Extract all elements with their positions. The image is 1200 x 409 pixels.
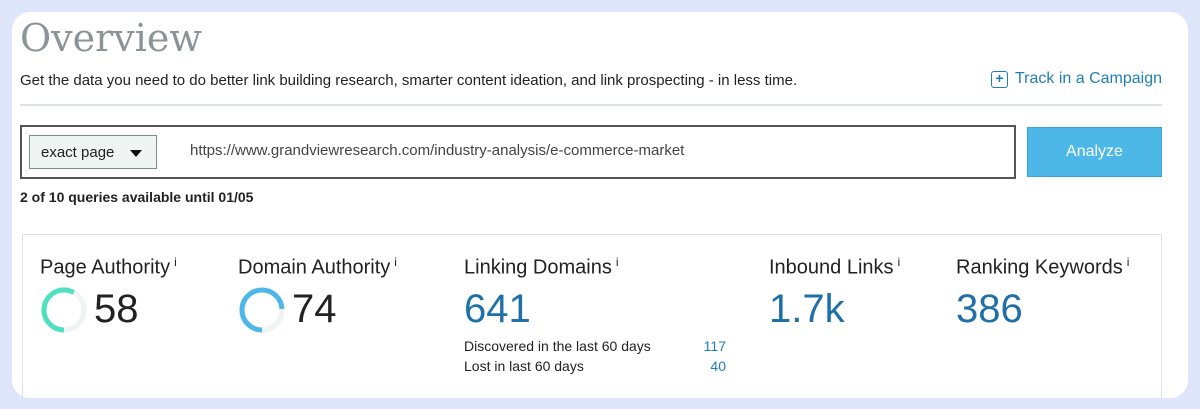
plus-icon: + bbox=[990, 70, 1008, 88]
discovered-row: Discovered in the last 60 days 117 bbox=[464, 338, 726, 354]
domain-authority-ring bbox=[239, 287, 285, 333]
stat-inbound-links: Inbound Links i 1.7k bbox=[769, 255, 900, 334]
discovered-label: Discovered in the last 60 days bbox=[464, 337, 651, 354]
info-icon[interactable]: i bbox=[1126, 255, 1130, 269]
stat-label: Ranking Keywords bbox=[956, 256, 1123, 279]
track-label: Track in a Campaign bbox=[1014, 70, 1162, 87]
stat-value: 74 bbox=[292, 287, 337, 332]
stat-linking-domains: Linking Domains i 641 Discovered in the l… bbox=[464, 255, 726, 374]
queries-remaining: 2 of 10 queries available until 01/05 bbox=[20, 189, 254, 205]
page-title: Overview bbox=[20, 16, 202, 60]
stat-domain-authority: Domain Authority i 74 bbox=[238, 255, 397, 334]
stat-value: 641 bbox=[464, 287, 531, 332]
stat-page-authority: Page Authority i 58 bbox=[40, 255, 177, 334]
info-icon[interactable]: i bbox=[897, 255, 901, 269]
stat-value: 58 bbox=[94, 287, 139, 332]
search-bar: exact page bbox=[20, 125, 1016, 179]
stat-value: 1.7k bbox=[769, 287, 845, 332]
track-in-campaign-link[interactable]: + Track in a Campaign bbox=[990, 70, 1162, 88]
stat-label: Linking Domains bbox=[464, 256, 612, 279]
caret-down-icon bbox=[130, 150, 142, 157]
metrics-panel: Page Authority i 58 Domain Authority i 74 … bbox=[22, 234, 1162, 398]
stat-ranking-keywords: Ranking Keywords i 386 bbox=[956, 255, 1129, 334]
info-icon[interactable]: i bbox=[394, 255, 397, 269]
analyze-button[interactable]: Analyze bbox=[1027, 127, 1162, 177]
page-authority-ring bbox=[41, 287, 87, 333]
info-icon[interactable]: i bbox=[615, 255, 619, 269]
url-input[interactable] bbox=[190, 142, 990, 159]
stat-label: Domain Authority bbox=[238, 256, 391, 279]
info-icon[interactable]: i bbox=[174, 255, 177, 269]
lost-label: Lost in last 60 days bbox=[464, 357, 584, 374]
lost-row: Lost in last 60 days 40 bbox=[464, 358, 726, 374]
mode-dropdown[interactable]: exact page bbox=[29, 135, 157, 169]
stat-label: Inbound Links bbox=[769, 256, 894, 279]
mode-value: exact page bbox=[41, 144, 115, 161]
page-subtitle: Get the data you need to do better link … bbox=[20, 72, 798, 89]
lost-value[interactable]: 40 bbox=[710, 357, 726, 374]
divider bbox=[20, 104, 1162, 106]
overview-card: Overview Get the data you need to do bet… bbox=[12, 12, 1188, 398]
stat-value: 386 bbox=[956, 287, 1023, 332]
stat-label: Page Authority bbox=[40, 256, 171, 279]
discovered-value[interactable]: 117 bbox=[703, 337, 726, 354]
